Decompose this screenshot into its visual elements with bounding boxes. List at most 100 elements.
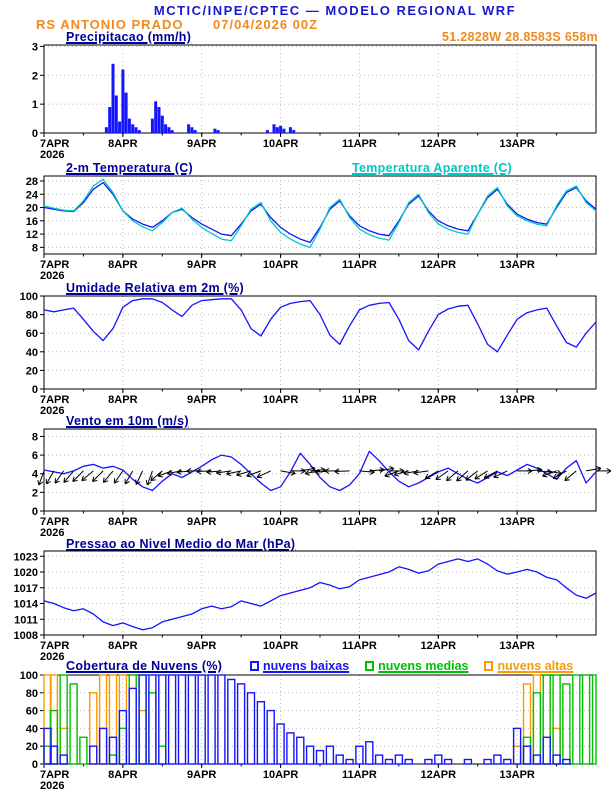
svg-text:2026: 2026 — [40, 780, 64, 792]
svg-text:2026: 2026 — [40, 527, 64, 539]
svg-text:2026: 2026 — [40, 405, 64, 417]
svg-text:7APR: 7APR — [40, 138, 69, 150]
svg-text:40: 40 — [26, 723, 38, 735]
svg-text:12APR: 12APR — [421, 640, 457, 652]
svg-text:8APR: 8APR — [108, 394, 137, 406]
svg-text:7APR: 7APR — [40, 769, 69, 781]
svg-text:2026: 2026 — [40, 149, 64, 161]
legend-item-low-clouds: nuvens baixas — [250, 659, 349, 673]
svg-text:13APR: 13APR — [499, 259, 535, 271]
svg-text:12APR: 12APR — [421, 394, 457, 406]
svg-text:12APR: 12APR — [421, 769, 457, 781]
svg-text:10APR: 10APR — [263, 394, 299, 406]
legend-label-mid-clouds: nuvens medias — [378, 659, 469, 673]
svg-text:13APR: 13APR — [499, 394, 535, 406]
svg-text:11APR: 11APR — [342, 394, 377, 406]
station-name: RS ANTONIO PRADO — [36, 17, 184, 32]
svg-text:7APR: 7APR — [40, 259, 69, 271]
svg-text:0: 0 — [32, 759, 38, 771]
svg-text:7APR: 7APR — [40, 640, 69, 652]
svg-text:2026: 2026 — [40, 270, 64, 282]
high-clouds-swatch-icon — [484, 661, 494, 671]
svg-text:20: 20 — [26, 741, 38, 753]
svg-text:40: 40 — [26, 347, 38, 359]
svg-text:0: 0 — [32, 128, 38, 140]
wind-title: Vento em 10m (m/s) — [66, 414, 189, 428]
svg-text:9APR: 9APR — [187, 259, 216, 271]
svg-text:1017: 1017 — [14, 583, 38, 595]
panel-title-wind: Vento em 10m (m/s) — [66, 414, 189, 428]
svg-text:12: 12 — [26, 229, 38, 241]
legend-item-high-clouds: nuvens altas — [484, 659, 573, 673]
run-datetime: 07/04/2026 00Z — [213, 17, 319, 32]
temperature-title: 2-m Temperatura (C) — [66, 161, 194, 175]
svg-text:24: 24 — [26, 189, 39, 201]
svg-text:28: 28 — [26, 176, 38, 188]
svg-text:10APR: 10APR — [263, 769, 299, 781]
svg-text:13APR: 13APR — [499, 138, 535, 150]
svg-text:1023: 1023 — [14, 551, 38, 563]
low-clouds-swatch-icon — [250, 661, 259, 671]
svg-text:9APR: 9APR — [187, 640, 216, 652]
svg-text:12APR: 12APR — [421, 516, 457, 528]
svg-text:9APR: 9APR — [187, 138, 216, 150]
legend-item-mid-clouds: nuvens medias — [365, 659, 468, 673]
svg-text:80: 80 — [26, 688, 38, 700]
svg-text:2: 2 — [32, 487, 38, 499]
svg-text:13APR: 13APR — [499, 769, 535, 781]
svg-text:20: 20 — [26, 365, 38, 377]
svg-text:6: 6 — [32, 450, 38, 462]
precipitation-title: Precipitacao (mm/h) — [66, 30, 192, 44]
svg-text:11APR: 11APR — [342, 138, 377, 150]
location-coords: 51.2828W 28.8583S 658m — [441, 30, 598, 44]
svg-text:11APR: 11APR — [342, 516, 377, 528]
svg-text:10APR: 10APR — [263, 138, 299, 150]
svg-text:9APR: 9APR — [187, 394, 216, 406]
svg-text:13APR: 13APR — [499, 640, 535, 652]
panel-title-humidity: Umidade Relativa em 2m (%) — [66, 281, 244, 295]
svg-text:100: 100 — [20, 670, 38, 682]
svg-text:80: 80 — [26, 310, 38, 322]
svg-text:13APR: 13APR — [499, 516, 535, 528]
svg-text:16: 16 — [26, 216, 38, 228]
svg-text:2026: 2026 — [40, 651, 64, 663]
svg-text:11APR: 11APR — [342, 640, 377, 652]
svg-text:60: 60 — [26, 328, 38, 340]
svg-text:10APR: 10APR — [263, 516, 299, 528]
pressure-title: Pressao ao Nivel Medio do Mar (hPa) — [66, 537, 296, 551]
panel-title-temperature: 2-m Temperatura (C) — [66, 161, 193, 175]
panel-title-clouds: Cobertura de Nuvens (%) — [66, 659, 222, 673]
humidity-title: Umidade Relativa em 2m (%) — [66, 281, 244, 295]
mid-clouds-swatch-icon — [365, 661, 375, 671]
legend-label-low-clouds: nuvens baixas — [263, 659, 350, 673]
svg-text:1011: 1011 — [14, 614, 38, 626]
legend-label-high-clouds: nuvens altas — [497, 659, 574, 673]
svg-text:11APR: 11APR — [342, 259, 377, 271]
svg-text:0: 0 — [32, 384, 38, 396]
panel-title-precipitation: Precipitacao (mm/h) — [66, 30, 191, 44]
cloud-legend: nuvens baixas nuvens medias nuvens altas — [250, 659, 573, 673]
svg-text:1014: 1014 — [14, 599, 39, 611]
svg-text:1020: 1020 — [14, 567, 38, 579]
svg-text:8: 8 — [32, 431, 38, 443]
svg-text:1008: 1008 — [14, 630, 38, 642]
svg-text:8APR: 8APR — [108, 259, 137, 271]
svg-text:7APR: 7APR — [40, 394, 69, 406]
svg-text:8APR: 8APR — [108, 640, 137, 652]
svg-text:1: 1 — [32, 99, 38, 111]
svg-text:20: 20 — [26, 203, 38, 215]
svg-text:10APR: 10APR — [263, 640, 299, 652]
svg-text:60: 60 — [26, 706, 38, 718]
svg-text:4: 4 — [32, 469, 39, 481]
svg-text:11APR: 11APR — [342, 769, 377, 781]
svg-text:8APR: 8APR — [108, 138, 137, 150]
page-title: MCTIC/INPE/CPTEC — MODELO REGIONAL WRF — [153, 3, 517, 18]
